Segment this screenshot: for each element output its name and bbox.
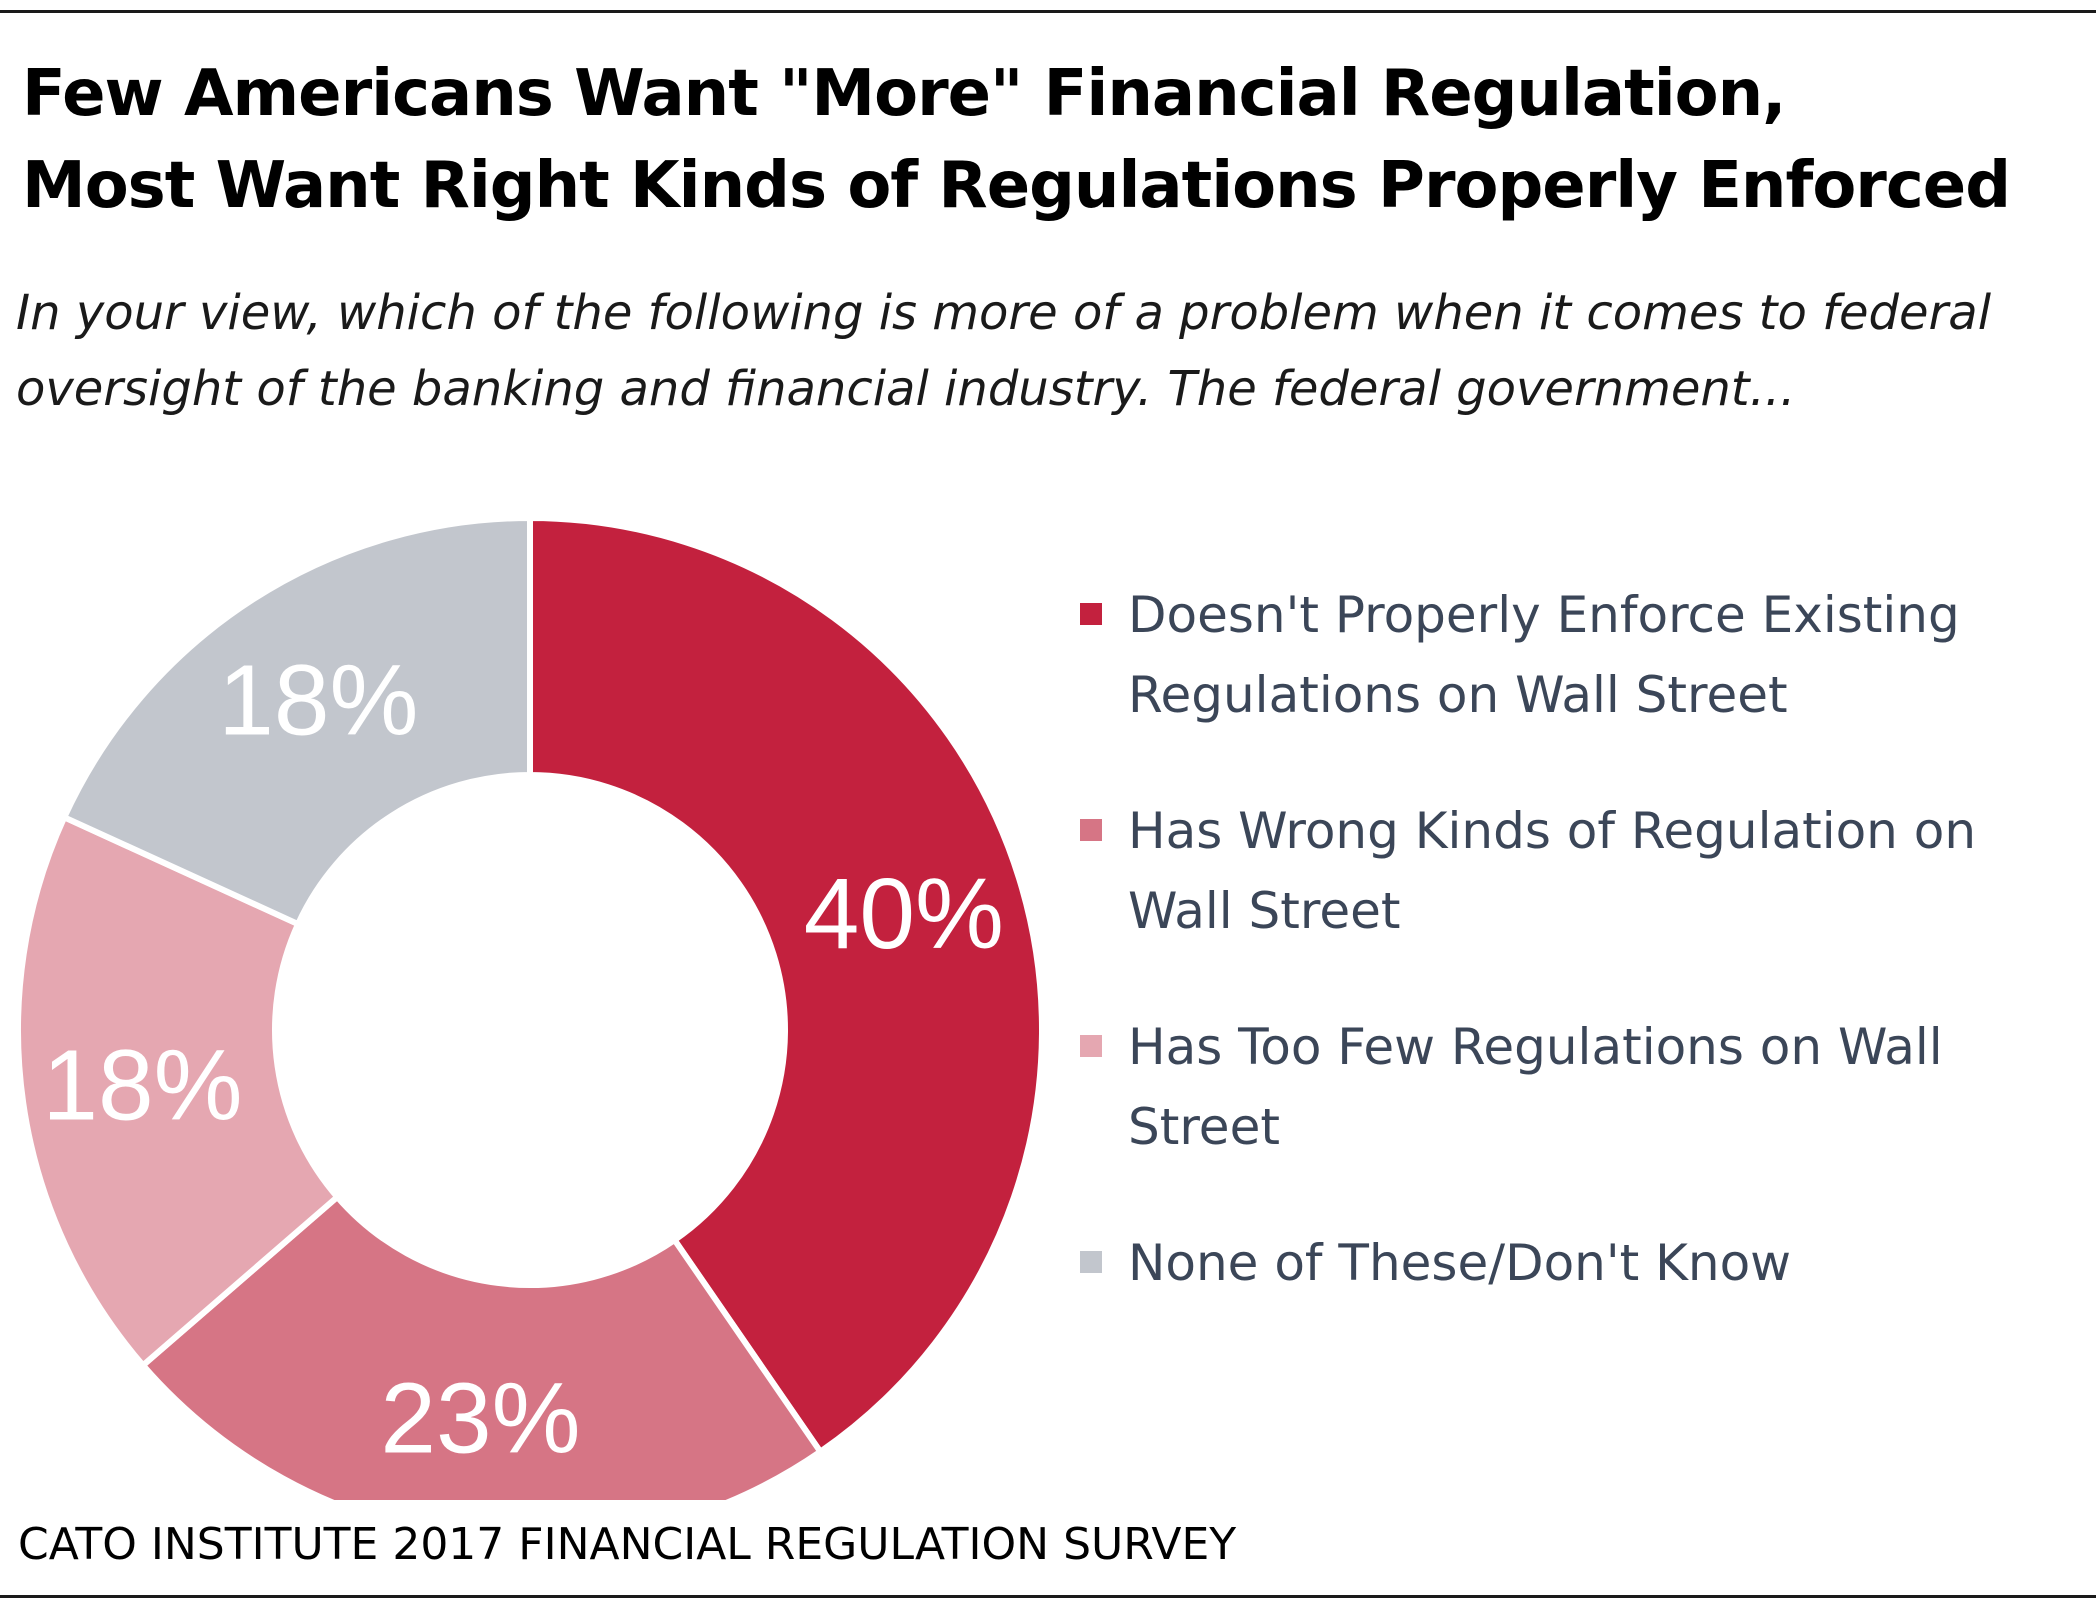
legend-item-4: None of These/Don't Know	[1080, 1223, 2080, 1303]
chart-legend: Doesn't Properly Enforce Existing Regula…	[1080, 575, 2080, 1359]
chart-title: Few Americans Want "More" Financial Regu…	[22, 48, 2062, 232]
donut-slice-1	[527, 514, 1045, 1456]
donut-chart: 40% 23% 18% 18%	[15, 514, 1045, 1500]
slice-value-label-4: 18%	[218, 645, 418, 757]
legend-item-2: Has Wrong Kinds of Regulation on Wall St…	[1080, 791, 2080, 951]
donut-slice-2	[138, 1192, 825, 1500]
source-note: CATO INSTITUTE 2017 FINANCIAL REGULATION…	[18, 1519, 1237, 1570]
legend-swatch	[1080, 1035, 1102, 1057]
legend-label: Has Wrong Kinds of Regulation on Wall St…	[1128, 802, 1977, 940]
chart-subtitle: In your view, which of the following is …	[16, 285, 1992, 417]
legend-label: Has Too Few Regulations on Wall Street	[1128, 1018, 1943, 1156]
legend-swatch	[1080, 603, 1102, 625]
chart-title-line-2: Most Want Right Kinds of Regulations Pro…	[22, 149, 2011, 223]
legend-swatch	[1080, 1251, 1102, 1273]
legend-label: Doesn't Properly Enforce Existing Regula…	[1128, 586, 1960, 724]
legend-label: None of These/Don't Know	[1128, 1234, 1792, 1292]
legend-swatch	[1080, 819, 1102, 841]
donut-slice-4	[60, 514, 533, 929]
legend-item-1: Doesn't Properly Enforce Existing Regula…	[1080, 575, 2080, 735]
chart-title-line-1: Few Americans Want "More" Financial Regu…	[22, 57, 1786, 131]
slice-value-label-1: 40%	[804, 858, 1004, 970]
slice-value-label-2: 23%	[380, 1362, 580, 1474]
slice-value-label-3: 18%	[42, 1030, 242, 1142]
donut-slice-3	[15, 813, 342, 1370]
legend-item-3: Has Too Few Regulations on Wall Street	[1080, 1007, 2080, 1167]
bottom-rule	[0, 1595, 2096, 1598]
top-rule	[0, 10, 2096, 13]
